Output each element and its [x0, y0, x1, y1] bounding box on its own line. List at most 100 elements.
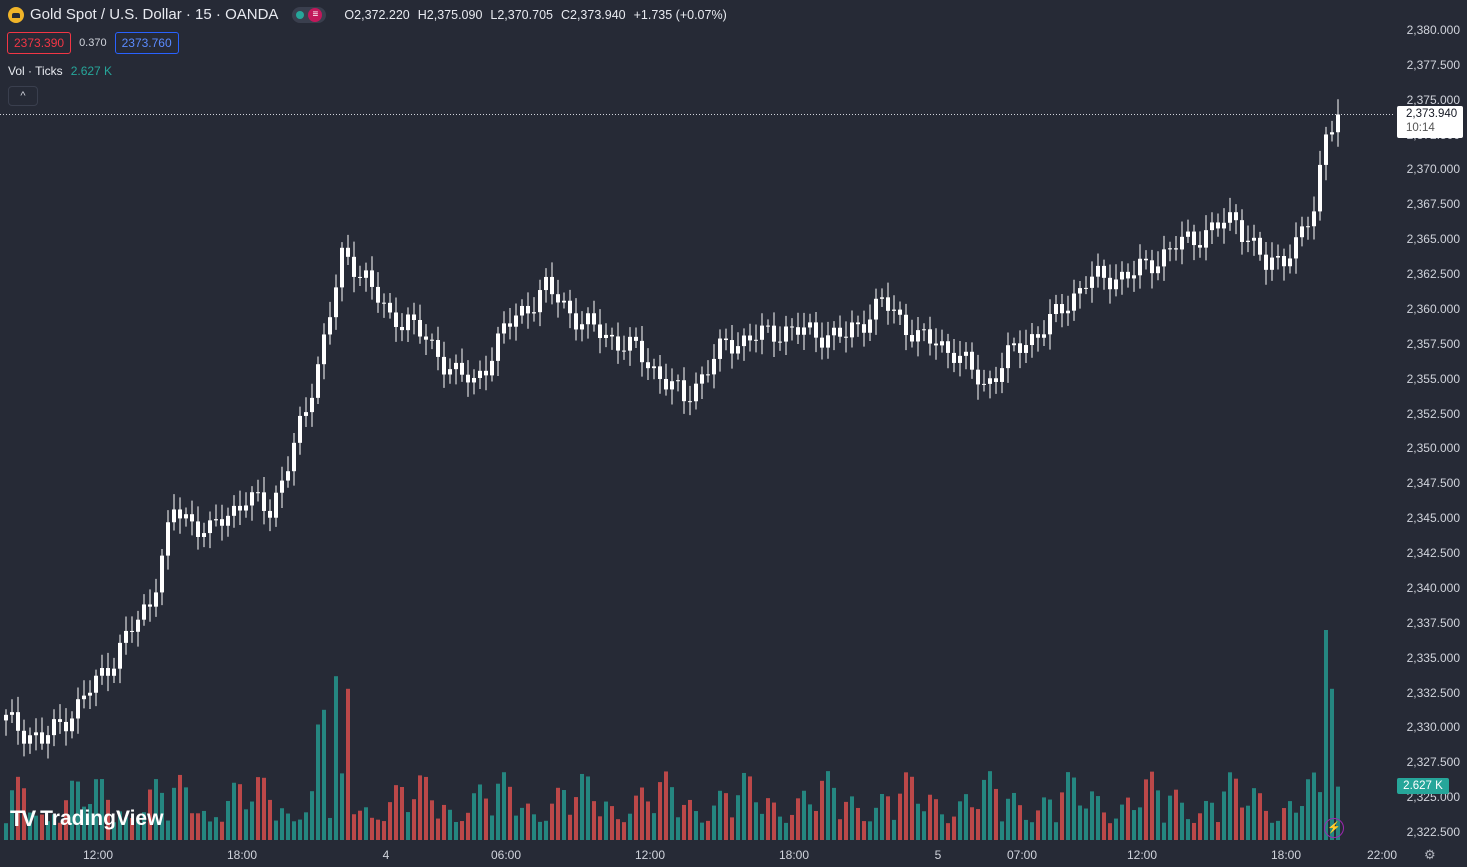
price-chart[interactable]	[0, 0, 1395, 845]
volume-bar	[712, 805, 716, 840]
candle-body	[1006, 345, 1010, 369]
candle-body	[838, 327, 842, 337]
candle-body	[1282, 256, 1286, 267]
candle-body	[1030, 334, 1034, 346]
candle-body	[64, 721, 68, 732]
candle-body	[1264, 254, 1268, 270]
volume-bar	[1162, 822, 1166, 840]
volume-bar	[640, 787, 644, 840]
candle-body	[1180, 236, 1184, 250]
market-status-pill[interactable]: ≡	[292, 6, 327, 23]
lightning-icon[interactable]: ⚡	[1324, 818, 1344, 838]
candle-body	[1300, 226, 1304, 238]
volume-bar	[514, 815, 518, 840]
volume-bar	[250, 801, 254, 840]
volume-bar	[586, 776, 590, 840]
candle-body	[796, 327, 800, 335]
candle-body	[280, 480, 284, 493]
collapse-legend-button[interactable]: ^	[8, 86, 38, 106]
volume-bar	[1258, 793, 1262, 840]
last-price-value: 2,373.940	[1406, 108, 1458, 120]
time-tick-label: 18:00	[778, 848, 810, 862]
candle-body	[808, 322, 812, 328]
candle-body	[1036, 334, 1040, 338]
candle-body	[916, 330, 920, 342]
volume-bar	[64, 800, 68, 840]
candle-body	[1222, 222, 1226, 229]
candle-body	[244, 505, 248, 511]
volume-bar	[1210, 802, 1214, 840]
candle-body	[1306, 226, 1310, 228]
volume-bar	[1186, 819, 1190, 840]
candle-body	[1234, 212, 1238, 221]
volume-bar	[622, 822, 626, 840]
volume-bar	[706, 820, 710, 840]
symbol-title[interactable]: Gold Spot / U.S. Dollar · 15 · OANDA	[30, 6, 279, 23]
candle-body	[1120, 271, 1124, 280]
volume-bar	[1132, 810, 1136, 840]
volume-bar	[148, 789, 152, 840]
candle-body	[676, 380, 680, 382]
candle-body	[1114, 279, 1118, 290]
sell-price-button[interactable]: 2373.390	[7, 32, 72, 54]
volume-bar	[388, 802, 392, 840]
time-axis[interactable]: 12:00 18:00 4 06:00 12:00 18:00 5 07:00 12:00 18:…	[0, 845, 1467, 867]
candle-body	[670, 381, 674, 390]
candle-body	[1138, 258, 1142, 276]
volume-bar	[862, 821, 866, 840]
volume-bar	[874, 807, 878, 840]
time-tick-label: 12:00	[1126, 848, 1158, 862]
candle-body	[292, 442, 296, 472]
volume-bar	[574, 797, 578, 840]
tradingview-logo[interactable]: TV TradingView	[10, 806, 163, 832]
volume-legend[interactable]: Vol · Ticks 2.627 K	[8, 64, 112, 78]
candle-body	[784, 326, 788, 342]
candle-body	[730, 340, 734, 354]
volume-bar	[448, 809, 452, 840]
candle-body	[988, 378, 992, 384]
volume-bar	[208, 821, 212, 840]
candle-body	[190, 514, 194, 522]
volume-bar	[1306, 779, 1310, 840]
volume-bar	[550, 803, 554, 840]
candle-body	[940, 341, 944, 346]
buy-price-button[interactable]: 2373.760	[114, 32, 179, 54]
candle-body	[1096, 265, 1100, 277]
volume-badge: 2.627 K	[1397, 778, 1449, 794]
volume-bar	[1222, 791, 1226, 840]
volume-bar	[736, 795, 740, 840]
candle-body	[904, 314, 908, 336]
volume-bar	[682, 804, 686, 840]
menu-icon[interactable]: ≡	[308, 7, 323, 22]
volume-bar	[952, 816, 956, 840]
volume-bar	[1234, 778, 1238, 840]
volume-bar	[46, 821, 50, 840]
candle-body	[1258, 237, 1262, 255]
volume-bar	[1096, 796, 1100, 840]
candle-body	[604, 334, 608, 339]
volume-bar	[964, 794, 968, 840]
volume-bar	[814, 810, 818, 840]
candle-body	[910, 335, 914, 342]
volume-bar	[976, 809, 980, 840]
volume-bar	[1270, 822, 1274, 840]
time-tick-label: 12:00	[82, 848, 114, 862]
candle-body	[934, 343, 938, 346]
candle-body	[802, 327, 806, 335]
volume-bar	[688, 799, 692, 840]
candle-body	[478, 370, 482, 378]
volume-bar	[676, 817, 680, 840]
change-value: +1.735 (+0.07%)	[633, 7, 727, 22]
volume-bar	[868, 821, 872, 840]
candle-body	[58, 719, 62, 722]
volume-bar	[1294, 812, 1298, 840]
volume-bar	[34, 815, 38, 840]
candle-body	[736, 346, 740, 354]
candle-body	[928, 329, 932, 344]
candle-body	[580, 324, 584, 330]
settings-icon[interactable]: ⚙	[1424, 847, 1436, 862]
candle-body	[562, 300, 566, 303]
candle-body	[490, 360, 494, 376]
candle-body	[1060, 304, 1064, 314]
candle-body	[592, 313, 596, 325]
